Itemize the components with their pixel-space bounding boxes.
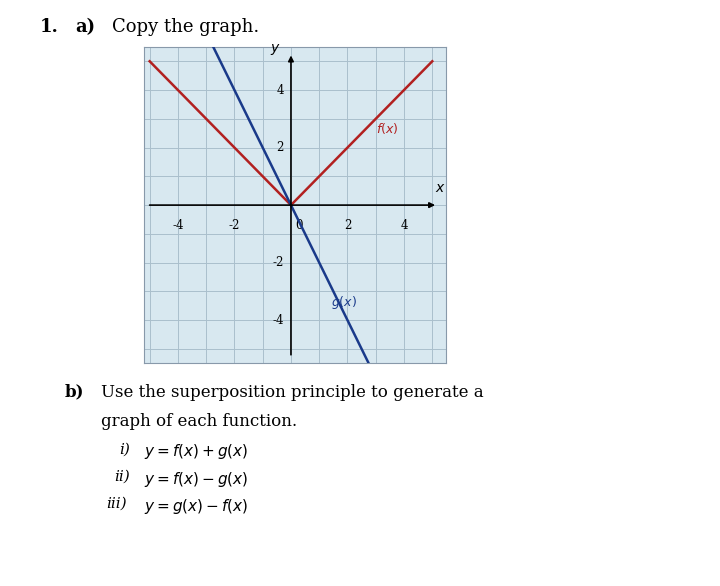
Text: $y = f(x) + g(x)$: $y = f(x) + g(x)$ [144,442,248,461]
Text: $y = f(x) - g(x)$: $y = f(x) - g(x)$ [144,470,248,489]
Text: 0: 0 [295,220,302,233]
Text: 4: 4 [400,220,408,233]
Text: a): a) [76,18,96,36]
Text: $x$: $x$ [436,181,446,195]
Text: -4: -4 [272,314,284,326]
Text: Use the superposition principle to generate a: Use the superposition principle to gener… [101,384,483,401]
Text: -2: -2 [229,220,240,233]
Text: 2: 2 [276,141,284,154]
Text: 2: 2 [343,220,351,233]
Text: $y$: $y$ [270,42,281,57]
Text: b): b) [65,384,84,401]
Text: -4: -4 [172,220,184,233]
Text: $g(x)$: $g(x)$ [330,294,356,311]
Text: $f(x)$: $f(x)$ [376,121,398,136]
Text: i): i) [119,442,130,456]
Text: ii): ii) [114,470,130,484]
Text: graph of each function.: graph of each function. [101,413,297,430]
Text: 1.: 1. [40,18,58,36]
Text: $y = g(x) - f(x)$: $y = g(x) - f(x)$ [144,497,248,516]
Text: 4: 4 [276,84,284,97]
Text: -2: -2 [273,256,284,269]
Text: iii): iii) [107,497,127,511]
Text: Copy the graph.: Copy the graph. [112,18,259,36]
